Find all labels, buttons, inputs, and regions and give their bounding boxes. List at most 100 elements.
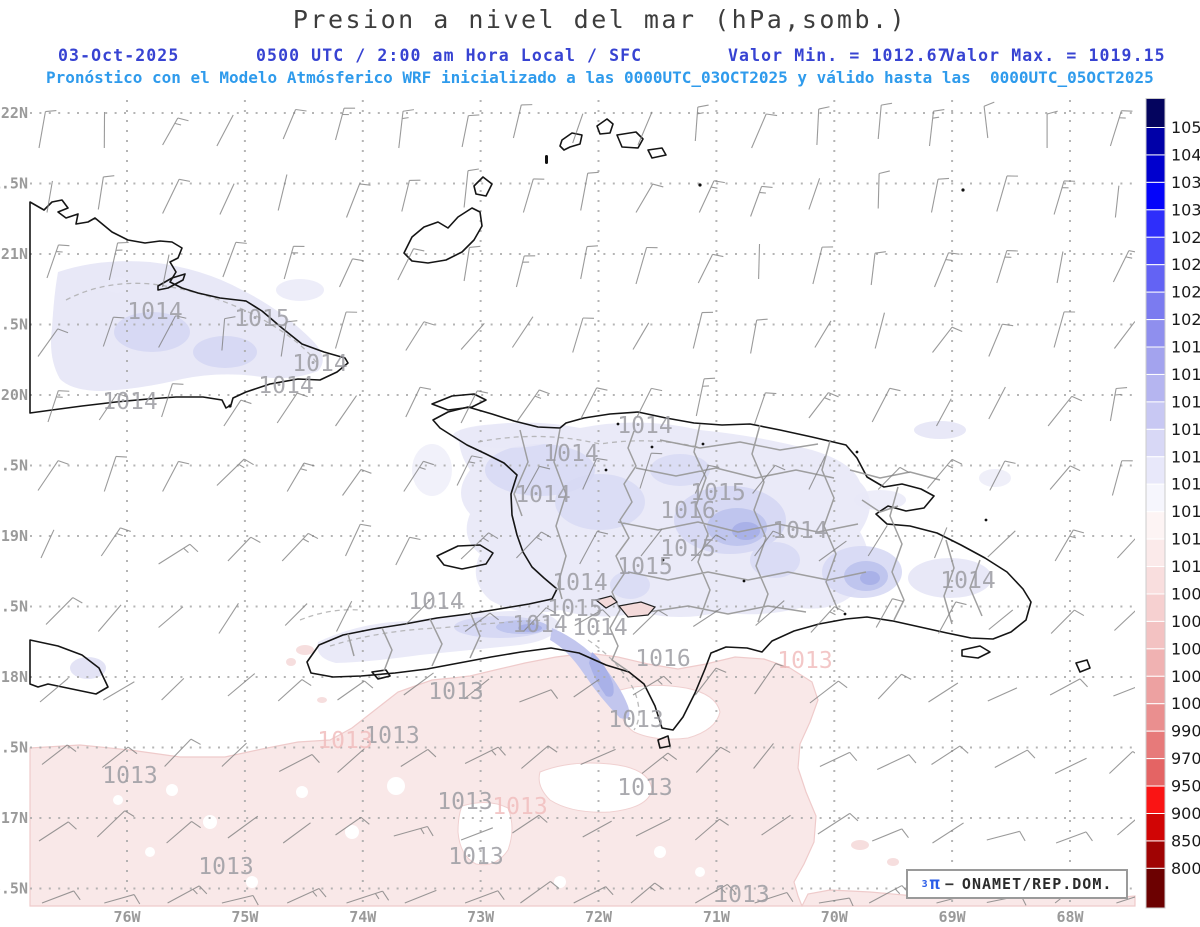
wind-barb-icon — [38, 821, 77, 842]
wind-barb-icon — [928, 682, 959, 703]
wind-barb-icon — [754, 530, 784, 557]
wind-barb-icon — [516, 389, 550, 422]
wind-barb-icon — [216, 114, 234, 147]
contour-label: 1015 — [690, 480, 745, 506]
lat-label: 20N — [1, 386, 28, 404]
wind-barb-icon — [227, 673, 256, 697]
wind-barb-icon — [97, 604, 122, 632]
wind-barb-icon — [1056, 251, 1064, 284]
wind-barb-icon — [515, 255, 536, 288]
contour-label: 1013 — [777, 648, 832, 674]
colorbar-label: 1050 — [1171, 118, 1200, 137]
wind-barb-icon — [405, 386, 432, 418]
wind-barb-icon — [695, 746, 731, 773]
wind-barb-icon — [996, 249, 1018, 284]
wind-barb-icon — [812, 246, 834, 285]
wind-barb-icon — [874, 312, 886, 349]
wind-barb-icon — [641, 752, 678, 774]
wind-barb-icon — [1049, 465, 1081, 490]
lon-label: 69W — [939, 908, 967, 926]
wind-barb-icon — [694, 104, 709, 142]
wind-barb-icon — [282, 822, 311, 844]
wind-barb-icon — [694, 464, 720, 494]
contour-label: 1013 — [317, 728, 372, 754]
wind-barb-icon — [752, 464, 786, 494]
wind-barb-icon — [219, 183, 235, 215]
wind-barb-icon — [761, 814, 791, 836]
wind-barb-icon — [932, 326, 963, 353]
wind-barb-icon — [936, 398, 952, 427]
wind-barb-icon — [871, 387, 901, 423]
wind-barb-icon — [166, 821, 202, 844]
header-line-datetime: 03-Oct-2025 0500 UTC / 2:00 am Hora Loca… — [0, 46, 1200, 66]
wind-barb-icon — [393, 825, 434, 837]
wind-barb-icon — [1109, 751, 1135, 774]
contour-label: 1015 — [617, 554, 672, 580]
grid-lines — [30, 100, 1133, 905]
contour-label: 1013 — [448, 844, 503, 870]
wind-barb-icon — [808, 455, 826, 490]
value-min: Valor Min. = 1012.67 — [728, 46, 949, 65]
wind-barb-icon — [221, 316, 236, 351]
wind-barb-icon — [221, 894, 259, 906]
colorbar-label: 1016 — [1171, 420, 1200, 439]
colorbar-label: 1004 — [1171, 639, 1200, 658]
colorbar-label: 1008 — [1171, 584, 1200, 603]
wind-barb-icon — [398, 109, 414, 149]
colorbar-label: 850 — [1171, 831, 1200, 850]
wind-barb-icon — [161, 678, 185, 701]
colorbar-label: 1015 — [1171, 447, 1200, 466]
wind-barb-icon — [337, 680, 374, 701]
wind-barb-icon — [996, 175, 1019, 212]
wind-barb-icon — [871, 828, 909, 842]
wind-barb-icon — [221, 742, 247, 767]
lat-label: 7.5N — [0, 739, 28, 757]
wind-barb-icon — [167, 885, 208, 904]
contour-label: 1014 — [127, 299, 182, 325]
wind-barb-icon — [1111, 460, 1133, 496]
lat-label: 9.5N — [0, 457, 28, 475]
pressure-shading-low — [29, 645, 1136, 907]
wind-barb-icon — [1109, 110, 1133, 147]
lakes — [594, 595, 657, 618]
wind-barb-icon — [750, 318, 768, 354]
wind-barb-icon — [334, 107, 356, 141]
wind-barb-icon — [818, 897, 854, 906]
wind-barb-icon — [280, 320, 298, 357]
wind-barb-icon — [877, 170, 890, 209]
wind-barb-icon — [516, 531, 552, 559]
wind-barb-icon — [276, 392, 308, 424]
wind-barb-icon — [456, 455, 483, 486]
lat-label: 6.5N — [0, 880, 28, 898]
wind-barb-icon — [1114, 610, 1135, 631]
colorbar-label: 1019 — [1171, 338, 1200, 357]
wind-barb-icon — [1117, 819, 1135, 836]
wind-barbs — [37, 101, 1135, 906]
contour-label: 1013 — [428, 679, 483, 705]
wind-barb-icon — [692, 607, 722, 627]
wind-barb-icon — [464, 612, 499, 632]
wind-barb-icon — [345, 183, 371, 218]
wind-barb-icon — [580, 245, 598, 280]
wind-barb-icon — [1053, 180, 1076, 215]
wind-barb-icon — [108, 241, 129, 281]
colorbar-label: 950 — [1171, 777, 1200, 796]
colorbar-label: 970 — [1171, 749, 1200, 768]
colorbar-label: 1002 — [1171, 667, 1200, 686]
wind-barb-icon — [938, 601, 967, 634]
wind-barb-icon — [283, 245, 305, 280]
wind-barb-icon — [1054, 529, 1085, 562]
wind-barb-icon — [512, 814, 548, 834]
wind-barb-icon — [582, 457, 608, 490]
wind-barb-icon — [405, 597, 434, 625]
wind-barb-icon — [223, 399, 252, 427]
wind-barb-icon — [1047, 395, 1083, 427]
wind-barb-icon — [630, 882, 665, 904]
wind-barb-icon — [692, 311, 714, 349]
colorbar-label: 1010 — [1171, 557, 1200, 576]
wind-barb-icon — [988, 386, 1006, 420]
wind-barb-icon — [512, 104, 533, 139]
wind-barb-icon — [808, 178, 821, 210]
wind-barb-icon — [96, 810, 135, 838]
